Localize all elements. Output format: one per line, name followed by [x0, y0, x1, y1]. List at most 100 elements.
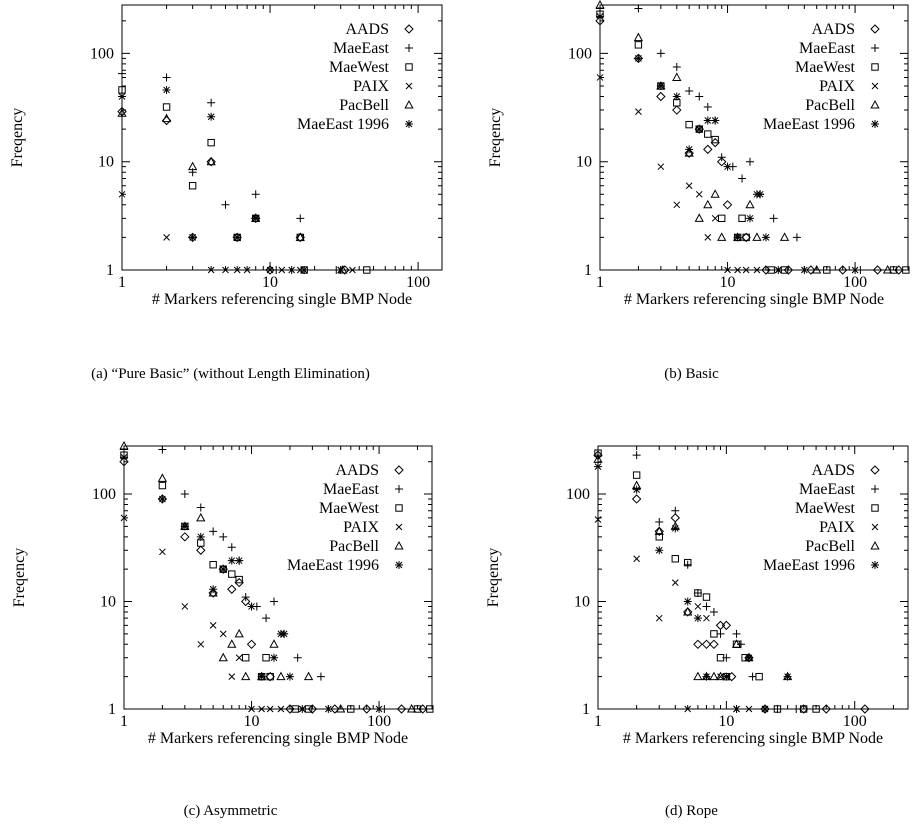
x-tick-label: 1 [594, 713, 602, 730]
data-point [704, 234, 712, 241]
data-point [269, 639, 279, 648]
data-point [655, 533, 663, 541]
data-point [180, 522, 189, 531]
data-point [631, 494, 642, 504]
data-point [287, 266, 296, 274]
data-point [272, 266, 281, 274]
legend-label: MaeEast 1996 [763, 116, 855, 133]
data-point [162, 85, 171, 94]
legend-label: PAIX [353, 78, 389, 95]
legend-label: MaeEast 1996 [763, 557, 855, 574]
data-point [285, 704, 295, 714]
data-point [656, 91, 666, 102]
legend-marker [395, 504, 403, 512]
data-point [752, 232, 762, 241]
data-point [761, 265, 771, 275]
legend-label: MaeWest [329, 59, 390, 76]
legend-marker [405, 44, 413, 52]
data-point [406, 703, 417, 713]
data-point [806, 265, 816, 275]
data-point [685, 86, 694, 95]
data-point [347, 705, 355, 713]
data-point [158, 494, 167, 503]
legend-label: MaeWest [795, 500, 856, 517]
data-point [234, 628, 244, 638]
data-point [632, 471, 641, 479]
legend-marker [871, 44, 879, 52]
data-point [685, 120, 693, 129]
data-point [655, 517, 664, 526]
data-point [235, 556, 244, 565]
data-point [711, 214, 719, 222]
data-point [197, 640, 205, 648]
data-point [711, 135, 719, 144]
y-tick-label: 1 [582, 701, 590, 718]
data-point [673, 201, 681, 209]
data-point [157, 473, 168, 482]
data-point [673, 99, 681, 107]
legend-marker [394, 465, 404, 475]
legend-marker [871, 523, 879, 531]
data-point [721, 620, 732, 631]
caption-a: (a) “Pure Basic” (without Length Elimina… [91, 366, 370, 382]
legend-marker [871, 561, 879, 569]
y-tick-label: 100 [92, 486, 116, 503]
data-point [732, 629, 741, 638]
data-point [715, 620, 726, 631]
data-point [703, 144, 713, 155]
data-point [242, 654, 250, 662]
data-point [812, 264, 822, 274]
legend-marker [394, 540, 404, 550]
legend-label: AADS [335, 462, 379, 479]
x-axis-label: # Markers referencing single BMP Node [152, 291, 412, 308]
data-point [656, 82, 665, 91]
legend-label: PacBell [805, 97, 855, 114]
data-point [823, 266, 831, 274]
data-point [206, 157, 216, 167]
data-point [656, 49, 665, 58]
data-point [118, 92, 126, 101]
data-point [246, 639, 257, 650]
data-point [635, 108, 642, 115]
data-point [655, 546, 664, 555]
data-point [227, 584, 237, 594]
data-point [295, 232, 305, 243]
data-point [243, 266, 251, 274]
data-point [118, 190, 126, 198]
legend-label: MaeEast 1996 [297, 116, 389, 133]
data-point [716, 157, 727, 167]
legend-label: AADS [345, 21, 389, 38]
data-point [756, 190, 765, 199]
data-point [761, 705, 770, 713]
x-tick-label: 10 [718, 713, 734, 730]
legend: AADS MaeEast MaeWest PAIX PacBell MaeEast 199… [763, 462, 880, 574]
data-point [295, 232, 305, 241]
data-point [269, 597, 278, 606]
data-point [717, 153, 726, 162]
legend-marker [871, 485, 879, 493]
data-point [196, 532, 205, 541]
data-point [209, 527, 218, 536]
data-point [634, 54, 643, 63]
data-point [902, 266, 910, 274]
legend-label: PacBell [805, 538, 855, 555]
data-point [711, 116, 720, 125]
data-point [672, 72, 682, 81]
data-point [695, 190, 703, 198]
data-point [181, 603, 189, 610]
data-point [117, 108, 127, 117]
data-point [684, 558, 692, 567]
x-tick-label: 1 [596, 274, 604, 291]
data-point [695, 92, 704, 101]
data-point [207, 138, 215, 147]
data-point [634, 4, 643, 13]
data-point [233, 233, 242, 242]
data-point [761, 233, 770, 242]
series-4 [593, 454, 793, 681]
legend-marker [405, 63, 413, 71]
data-point [227, 543, 236, 552]
data-point [207, 266, 215, 274]
data-point [684, 148, 694, 157]
